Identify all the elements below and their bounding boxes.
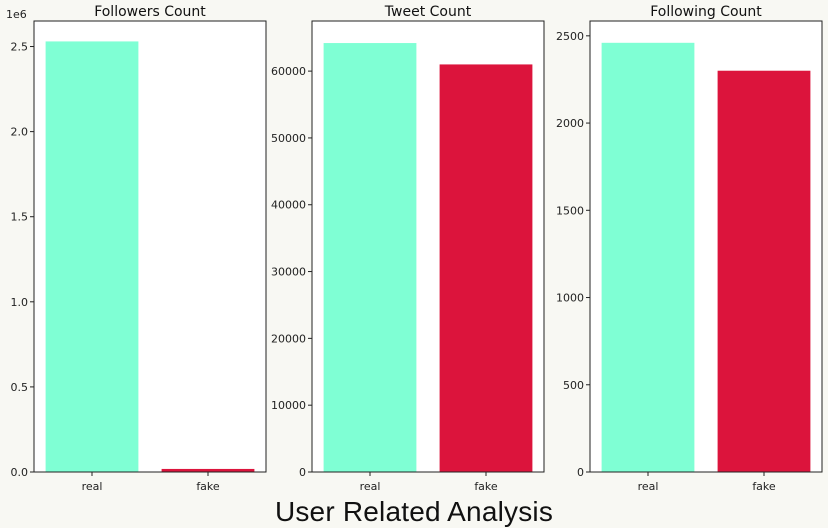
chart-title: Following Count [650,4,762,20]
figure-caption: User Related Analysis [274,496,554,527]
y-tick-label: 2.0 [11,126,29,139]
y-tick-label: 30000 [271,266,306,279]
x-tick-label: fake [196,480,220,490]
y-tick-label: 0 [577,466,584,479]
y-tick-label: 500 [563,379,584,392]
y-tick-label: 1500 [556,204,584,217]
bar-real [601,42,695,473]
x-tick-label: real [638,480,659,490]
y-tick-label: 2.5 [11,41,29,54]
bar-real [323,43,417,472]
y-tick-label: 0.0 [11,466,29,479]
x-tick-label: real [360,480,381,490]
y-tick-label: 0 [299,466,306,479]
y-tick-label: 20000 [271,332,306,345]
y-tick-label: 1000 [556,292,584,305]
axes-frame-2 [311,20,545,473]
y-tick-label: 1.0 [11,296,29,309]
axes-frame-3 [589,20,823,473]
y-tick-label: 60000 [271,65,306,78]
bar-fake [161,468,255,472]
x-tick-label: real [82,480,103,490]
figure-canvas: real fake 0.0 0.5 1.0 1.5 2.0 2.5 Followers Coun… [6,4,823,490]
y-offset-label: 1e6 [6,8,27,21]
x-tick-label: fake [474,480,498,490]
axes-frame-1 [33,20,267,473]
x-tick-label: fake [752,480,776,490]
y-tick-label: 10000 [271,399,306,412]
chart-title: Tweet Count [384,4,472,20]
bar-fake [439,64,533,472]
bar-real [45,41,139,473]
y-tick-label: 0.5 [11,381,29,394]
bar-fake [717,70,811,473]
y-tick-label: 2000 [556,117,584,130]
y-tick-label: 2500 [556,30,584,43]
y-tick-label: 50000 [271,132,306,145]
y-tick-label: 1.5 [11,211,29,224]
y-tick-label: 40000 [271,199,306,212]
chart-title: Followers Count [94,4,206,20]
